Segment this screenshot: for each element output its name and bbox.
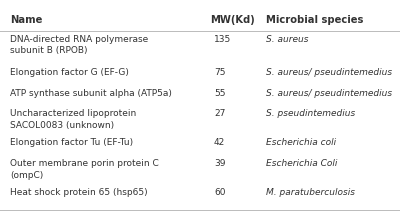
Text: 55: 55 — [214, 89, 226, 98]
Text: Escherichia Coli: Escherichia Coli — [266, 159, 337, 168]
Text: Microbial species: Microbial species — [266, 15, 363, 25]
Text: Outer membrane porin protein C
(ompC): Outer membrane porin protein C (ompC) — [10, 159, 159, 179]
Text: 75: 75 — [214, 68, 226, 77]
Text: 39: 39 — [214, 159, 226, 168]
Text: 27: 27 — [214, 109, 225, 118]
Text: ATP synthase subunit alpha (ATP5a): ATP synthase subunit alpha (ATP5a) — [10, 89, 172, 98]
Text: Elongation factor G (EF-G): Elongation factor G (EF-G) — [10, 68, 129, 77]
Text: S. aureus/ pseudintemedius: S. aureus/ pseudintemedius — [266, 68, 392, 77]
Text: DNA-directed RNA polymerase
subunit B (RPOB): DNA-directed RNA polymerase subunit B (R… — [10, 35, 148, 55]
Text: S. aureus: S. aureus — [266, 35, 308, 44]
Text: S. pseudintemedius: S. pseudintemedius — [266, 109, 355, 118]
Text: Name: Name — [10, 15, 42, 25]
Text: S. aureus/ pseudintemedius: S. aureus/ pseudintemedius — [266, 89, 392, 98]
Text: M. paratuberculosis: M. paratuberculosis — [266, 188, 355, 197]
Text: Elongation factor Tu (EF-Tu): Elongation factor Tu (EF-Tu) — [10, 138, 133, 147]
Text: Uncharacterized lipoprotein
SACOL0083 (unknown): Uncharacterized lipoprotein SACOL0083 (u… — [10, 109, 136, 130]
Text: 135: 135 — [214, 35, 231, 44]
Text: MW(Kd): MW(Kd) — [210, 15, 255, 25]
Text: 60: 60 — [214, 188, 226, 197]
Text: Heat shock protein 65 (hsp65): Heat shock protein 65 (hsp65) — [10, 188, 148, 197]
Text: Escherichia coli: Escherichia coli — [266, 138, 336, 147]
Text: 42: 42 — [214, 138, 225, 147]
